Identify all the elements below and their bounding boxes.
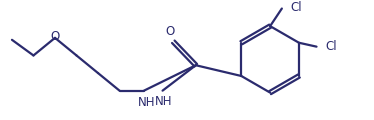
Text: NH: NH	[138, 96, 156, 109]
Text: O: O	[166, 25, 175, 38]
Text: NH: NH	[155, 95, 172, 108]
Text: O: O	[50, 30, 59, 43]
Text: Cl: Cl	[325, 40, 337, 53]
Text: Cl: Cl	[291, 1, 302, 14]
